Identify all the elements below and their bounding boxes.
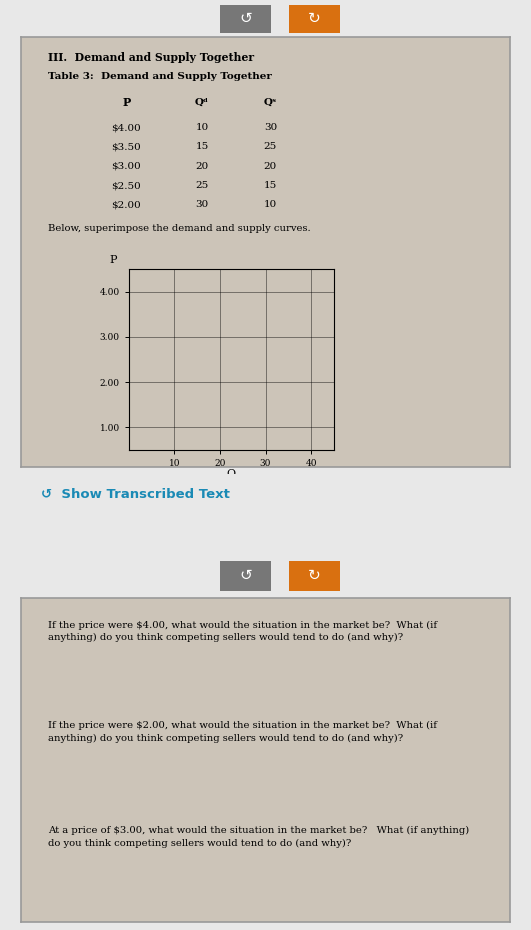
Text: If the price were $2.00, what would the situation in the market be?  What (if
an: If the price were $2.00, what would the … bbox=[48, 721, 437, 743]
Text: Table 3:  Demand and Supply Together: Table 3: Demand and Supply Together bbox=[48, 72, 272, 81]
X-axis label: Q: Q bbox=[227, 469, 236, 479]
Text: $3.00: $3.00 bbox=[112, 162, 141, 171]
Text: Below, superimpose the demand and supply curves.: Below, superimpose the demand and supply… bbox=[48, 224, 311, 233]
Text: III.  Demand and Supply Together: III. Demand and Supply Together bbox=[48, 52, 254, 63]
Text: P: P bbox=[122, 98, 131, 109]
Text: Qˢ: Qˢ bbox=[264, 98, 277, 106]
Text: 25: 25 bbox=[264, 142, 277, 152]
Text: 10: 10 bbox=[264, 201, 277, 209]
Text: 30: 30 bbox=[264, 123, 277, 132]
Text: ↺: ↺ bbox=[239, 11, 252, 26]
Text: $2.00: $2.00 bbox=[112, 201, 141, 209]
Text: 20: 20 bbox=[264, 162, 277, 171]
Text: 20: 20 bbox=[195, 162, 209, 171]
Text: 25: 25 bbox=[195, 181, 209, 190]
Text: 10: 10 bbox=[195, 123, 209, 132]
Text: $4.00: $4.00 bbox=[112, 123, 141, 132]
Text: $2.50: $2.50 bbox=[112, 181, 141, 190]
Text: Qᵈ: Qᵈ bbox=[195, 98, 209, 106]
Text: 15: 15 bbox=[264, 181, 277, 190]
Text: $3.50: $3.50 bbox=[112, 142, 141, 152]
Text: At a price of $3.00, what would the situation in the market be?   What (if anyth: At a price of $3.00, what would the situ… bbox=[48, 826, 469, 848]
Text: ↻: ↻ bbox=[308, 11, 321, 26]
Text: ↻: ↻ bbox=[308, 568, 321, 583]
Text: ↺: ↺ bbox=[239, 568, 252, 583]
Text: If the price were $4.00, what would the situation in the market be?  What (if
an: If the price were $4.00, what would the … bbox=[48, 620, 437, 643]
Text: 15: 15 bbox=[195, 142, 209, 152]
Text: P: P bbox=[109, 255, 116, 264]
Text: 30: 30 bbox=[195, 201, 209, 209]
Text: ↺  Show Transcribed Text: ↺ Show Transcribed Text bbox=[41, 488, 229, 501]
